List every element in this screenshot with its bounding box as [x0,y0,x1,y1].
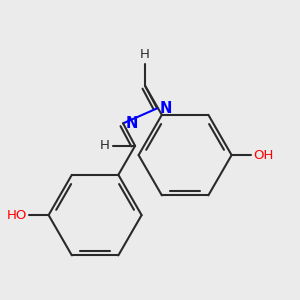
Text: H: H [100,139,110,152]
Text: H: H [140,48,150,61]
Text: HO: HO [6,208,27,222]
Text: OH: OH [254,148,274,162]
Text: N: N [160,101,172,116]
Text: N: N [125,116,138,131]
